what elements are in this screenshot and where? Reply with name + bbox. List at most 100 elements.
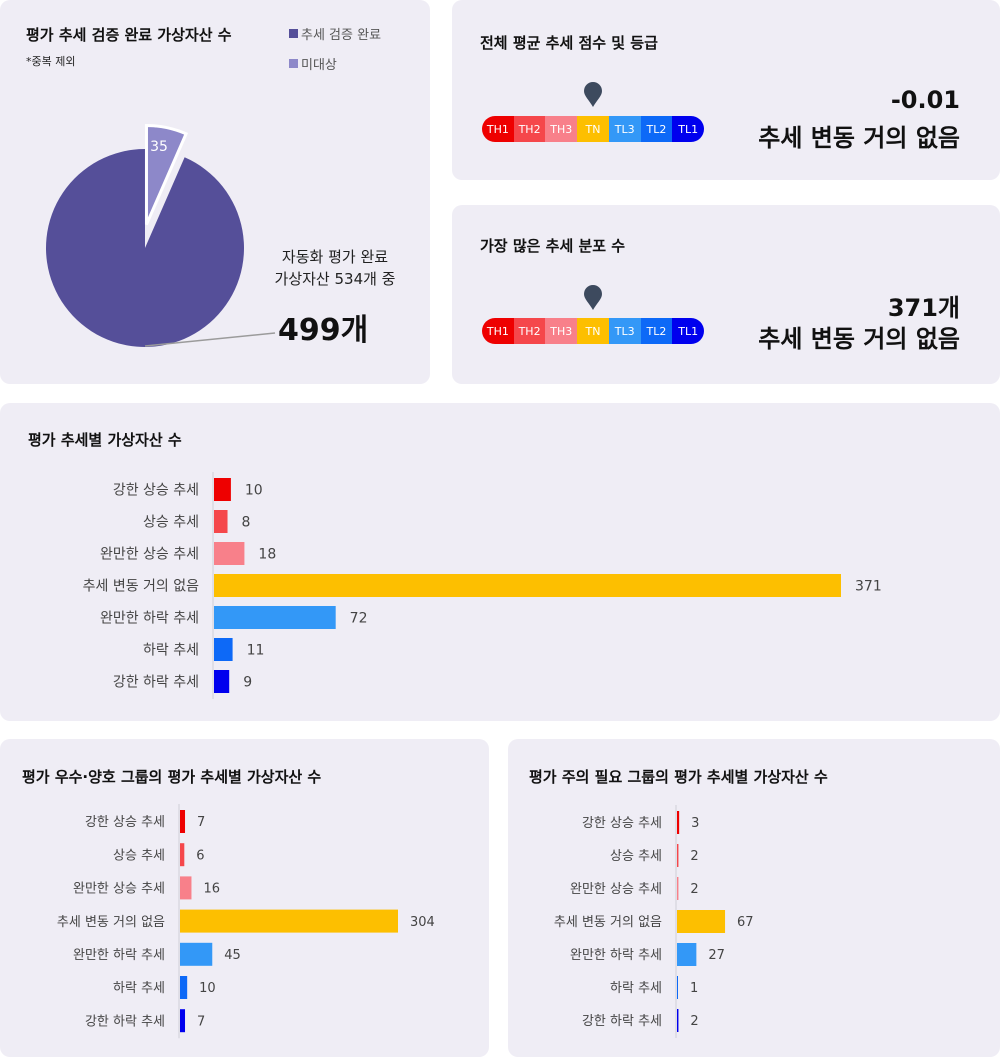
scale-segment-th3: TH3 [545, 116, 578, 142]
scale-segment-tn: TN [577, 318, 609, 344]
bar-category-label: 완만한 상승 추세 [570, 882, 662, 897]
pie-caption: 자동화 평가 완료 가상자산 534개 중 [255, 246, 415, 290]
trend-grade-scale: TH1 TH2 TH3 TN TL3 TL2 TL1 [482, 116, 704, 142]
good-group-title: 평가 우수·양호 그룹의 평가 추세별 가상자산 수 [22, 768, 322, 786]
bar-value-label: 7 [197, 1014, 205, 1029]
bar-category-label: 강한 하락 추세 [113, 675, 199, 691]
avg-score-grade: 추세 변동 거의 없음 [758, 124, 960, 152]
bar-category-label: 하락 추세 [610, 981, 662, 996]
map-pin-icon [584, 82, 602, 107]
bar [677, 1009, 679, 1032]
legend-item-completed: 추세 검증 완료 [289, 24, 381, 43]
scale-segment-th1: TH1 [482, 318, 514, 344]
scale-segment-tl2: TL2 [640, 116, 673, 142]
bar [214, 542, 245, 565]
bar [180, 876, 192, 900]
good-group-bar-chart: 강한 상승 추세 7 상승 추세 6 완만한 상승 추세 16 추세 변동 거의 없음 304… [57, 804, 435, 1039]
bar-value-label: 9 [243, 675, 252, 691]
bar [214, 478, 231, 501]
bar-category-label: 강한 하락 추세 [85, 1014, 165, 1029]
legend-swatch-completed [289, 29, 298, 38]
most-common-value: 371개 [887, 294, 960, 322]
bar [677, 811, 680, 834]
caution-group-title: 평가 주의 필요 그룹의 평가 추세별 가상자산 수 [529, 768, 828, 786]
bar-category-label: 상승 추세 [610, 849, 662, 864]
bar-category-label: 강한 하락 추세 [582, 1014, 662, 1029]
bar-category-label: 하락 추세 [113, 981, 165, 996]
bar-category-label: 상승 추세 [113, 848, 165, 863]
bar-chart-group: 강한 상승 추세 10 상승 추세 8 완만한 상승 추세 18 추세 변동 거의 없음 37… [83, 472, 882, 699]
bar [214, 574, 841, 597]
bar-category-label: 상승 추세 [143, 515, 199, 531]
avg-score-value: -0.01 [890, 86, 960, 114]
bar-category-label: 완만한 하락 추세 [100, 611, 199, 627]
bar-value-label: 6 [196, 848, 204, 863]
bar-value-label: 371 [855, 579, 882, 595]
bar [214, 510, 228, 533]
bar-value-label: 18 [258, 547, 276, 563]
bar [180, 942, 213, 966]
pie-leader-line [144, 332, 276, 347]
scale-segment-th2: TH2 [513, 318, 546, 344]
scale-segment-tn: TN [577, 116, 609, 142]
scale-segment-th2: TH2 [513, 116, 546, 142]
bar-value-label: 8 [242, 515, 251, 531]
trend-distribution-card: 평가 추세별 가상자산 수 강한 상승 추세 10 상승 추세 8 완만한 상승 추세 1… [0, 403, 1000, 721]
bar [180, 909, 398, 933]
avg-score-card: 전체 평균 추세 점수 및 등급 TH1 TH2 TH3 TN TL3 TL2 TL1 -0… [452, 0, 1000, 180]
bar-value-label: 2 [690, 1014, 698, 1029]
bar-value-label: 7 [197, 815, 205, 830]
bar-category-label: 강한 상승 추세 [113, 483, 199, 499]
bar [677, 976, 678, 999]
bar-category-label: 추세 변동 거의 없음 [554, 915, 662, 930]
bar [180, 1009, 186, 1033]
completed-count: 499개 [278, 313, 369, 348]
scale-segment-tl1: TL1 [672, 116, 704, 142]
bar-value-label: 2 [690, 849, 698, 864]
caution-group-card: 평가 주의 필요 그룹의 평가 추세별 가상자산 수 강한 상승 추세 3 상승 추… [508, 739, 1000, 1057]
avg-score-title: 전체 평균 추세 점수 및 등급 [480, 34, 658, 52]
bar [180, 976, 188, 999]
trend-grade-scale: TH1 TH2 TH3 TN TL3 TL2 TL1 [482, 318, 704, 344]
pie-label-excluded: 35 [150, 139, 168, 155]
bar [677, 877, 679, 900]
verification-title: 평가 추세 검증 완료 가상자산 수 [26, 26, 232, 44]
bar-category-label: 추세 변동 거의 없음 [57, 915, 165, 930]
scale-segment-tl3: TL3 [608, 116, 641, 142]
bar [677, 910, 726, 933]
scale-segment-tl3: TL3 [608, 318, 641, 344]
bar-value-label: 67 [737, 915, 754, 930]
bar-category-label: 추세 변동 거의 없음 [83, 579, 200, 595]
bar-value-label: 3 [691, 816, 699, 831]
bar-value-label: 304 [410, 915, 435, 930]
bar-category-label: 하락 추세 [143, 643, 199, 659]
bar-category-label: 강한 상승 추세 [582, 816, 662, 831]
bar-chart-group: 강한 상승 추세 3 상승 추세 2 완만한 상승 추세 2 추세 변동 거의 없음 67 완만… [554, 805, 754, 1038]
bar [214, 638, 233, 661]
bar-value-label: 2 [690, 882, 698, 897]
legend-item-excluded: 미대상 [289, 54, 337, 73]
pie-caption-line2: 가상자산 534개 중 [274, 270, 396, 288]
bar-chart-group: 강한 상승 추세 7 상승 추세 6 완만한 상승 추세 16 추세 변동 거의 없음 304… [57, 804, 435, 1039]
bar-category-label: 완만한 상승 추세 [73, 882, 165, 897]
scale-segment-th1: TH1 [482, 116, 514, 142]
bar-value-label: 11 [247, 643, 265, 659]
bar-value-label: 45 [224, 948, 241, 963]
bar-value-label: 27 [708, 948, 725, 963]
bar [214, 670, 230, 693]
dedupe-note: *중복 제외 [26, 55, 76, 68]
caution-group-bar-chart: 강한 상승 추세 3 상승 추세 2 완만한 상승 추세 2 추세 변동 거의 없음 67 완만… [554, 805, 754, 1038]
trend-distribution-title: 평가 추세별 가상자산 수 [28, 431, 182, 449]
bar [180, 810, 186, 833]
most-common-title: 가장 많은 추세 분포 수 [480, 237, 626, 255]
bar-category-label: 완만한 하락 추세 [73, 948, 165, 963]
bar-value-label: 16 [203, 882, 220, 897]
trend-bar-chart: 강한 상승 추세 10 상승 추세 8 완만한 상승 추세 18 추세 변동 거의 없음 37… [83, 472, 882, 699]
bar-value-label: 1 [690, 981, 698, 996]
pie-caption-line1: 자동화 평가 완료 [281, 248, 389, 266]
scale-segment-tl1: TL1 [672, 318, 704, 344]
good-group-card: 평가 우수·양호 그룹의 평가 추세별 가상자산 수 강한 상승 추세 7 상승 추… [0, 739, 489, 1057]
bar [214, 606, 336, 629]
legend-swatch-excluded [289, 59, 298, 68]
most-common-card: 가장 많은 추세 분포 수 TH1 TH2 TH3 TN TL3 TL2 TL1 371개 … [452, 205, 1000, 384]
